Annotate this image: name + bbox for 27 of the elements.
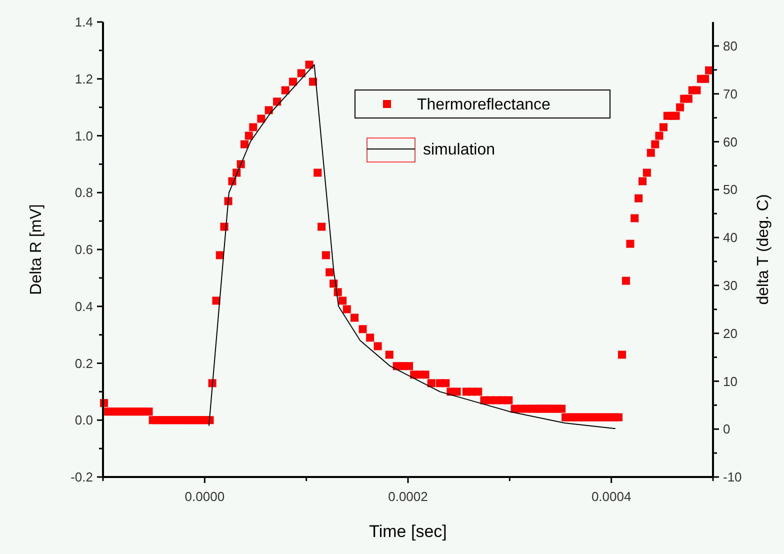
y-tick-label: 0.6 [74,242,93,258]
y-axis-title: Delta R [mV] [28,204,45,295]
y2-axis-title: delta T (deg. C) [755,194,772,305]
y2-tick-label: -10 [723,470,742,485]
x-axis-title: Time [sec] [369,522,447,541]
y2-tick-label: 40 [723,230,738,246]
legend-label: Thermoreflectance [417,96,550,114]
y-tick-label: 1.0 [74,128,93,144]
y-tick-label: 1.2 [74,71,93,86]
y2-tick-label: 70 [723,86,738,102]
x-tick-label: 0.0002 [388,489,428,504]
y2-tick-label: 60 [723,134,738,150]
legend-label: simulation [423,142,496,159]
y-tick-label: 0.0 [74,412,93,428]
y2-tick-label: 50 [723,182,738,198]
x-tick-label: 0.0000 [184,489,225,504]
x-tick-label: 0.0004 [591,489,632,504]
y-tick-label: -0.2 [70,470,93,485]
y-tick-label: 1.4 [74,14,93,30]
y-tick-label: 0.8 [74,185,93,200]
y2-tick-label: 30 [723,278,738,293]
y2-tick-label: 20 [723,326,738,341]
y2-tick-label: 10 [723,374,738,389]
y2-tick-label: 80 [723,38,738,54]
y2-tick-label: 0 [723,422,730,437]
y-tick-label: 0.4 [74,298,93,314]
y-tick-label: 0.2 [74,356,93,371]
